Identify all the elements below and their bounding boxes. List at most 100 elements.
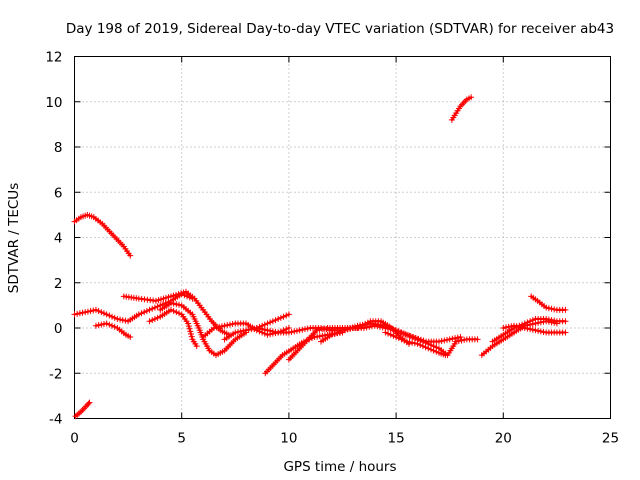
data-point — [269, 318, 276, 325]
data-point — [167, 293, 174, 300]
y-tick-label: 4 — [54, 231, 63, 247]
data-point — [188, 333, 195, 340]
data-point — [127, 252, 134, 259]
data-point — [245, 326, 252, 333]
data-point — [420, 337, 427, 344]
data-point — [339, 328, 346, 335]
data-point — [193, 343, 200, 350]
data-point — [98, 309, 105, 316]
data-point — [562, 306, 569, 313]
data-point — [261, 321, 268, 328]
data-point — [524, 325, 531, 332]
data-point — [458, 337, 465, 344]
data-point — [545, 316, 552, 323]
data-point — [154, 303, 161, 310]
data-point — [382, 329, 389, 336]
data-point — [399, 330, 406, 337]
data-point — [149, 305, 156, 312]
data-point — [175, 291, 182, 298]
data-point — [511, 322, 518, 329]
y-tick-label: 12 — [45, 50, 62, 66]
data-point — [87, 308, 94, 315]
data-point — [430, 347, 437, 354]
data-point — [444, 336, 451, 343]
data-point — [122, 317, 129, 324]
data-point — [407, 333, 414, 340]
x-tick-labels: 0 5 10 15 20 25 — [70, 431, 619, 447]
series-arc-3 — [448, 94, 475, 123]
series-markers — [71, 211, 134, 259]
data-point — [141, 309, 148, 316]
data-point — [508, 323, 515, 330]
series-markers — [157, 300, 250, 359]
series-arc-18 — [500, 322, 569, 336]
data-point — [389, 326, 396, 333]
data-point — [299, 326, 306, 333]
data-point — [474, 336, 481, 343]
series-arc-14 — [318, 320, 464, 345]
data-point — [446, 336, 453, 343]
data-point — [411, 340, 418, 347]
data-point — [527, 326, 534, 333]
data-point — [167, 306, 174, 313]
data-point — [170, 292, 177, 299]
data-point — [170, 300, 177, 307]
data-point — [410, 334, 417, 341]
data-point — [237, 328, 244, 335]
series-markers — [528, 293, 569, 313]
data-point — [313, 327, 320, 334]
data-point — [331, 330, 338, 337]
data-point — [176, 310, 183, 317]
data-point — [267, 327, 274, 334]
y-tick-label: 0 — [54, 321, 63, 337]
data-point — [177, 290, 184, 297]
data-point — [106, 312, 113, 319]
data-point — [385, 330, 392, 337]
data-point — [502, 324, 509, 331]
series-markers — [72, 399, 93, 420]
data-point — [452, 335, 459, 342]
data-point — [288, 328, 295, 335]
data-point — [438, 338, 445, 345]
data-point — [397, 329, 404, 336]
data-point — [114, 315, 121, 322]
data-point — [172, 291, 179, 298]
data-point — [79, 309, 86, 316]
data-point — [417, 336, 424, 343]
data-point — [293, 327, 300, 334]
data-point — [468, 94, 475, 101]
data-point — [351, 323, 358, 330]
series-markers — [500, 322, 569, 336]
data-point — [151, 304, 158, 311]
data-point — [146, 306, 153, 313]
data-point — [529, 326, 536, 333]
series-arc-15 — [382, 329, 449, 359]
data-point — [149, 317, 156, 324]
data-point — [457, 334, 464, 341]
data-point — [259, 326, 266, 333]
data-point — [146, 318, 153, 325]
data-point — [304, 325, 311, 332]
data-point — [106, 321, 113, 328]
series-arc-1 — [71, 211, 134, 259]
data-point — [272, 328, 279, 335]
data-point — [243, 327, 250, 334]
data-point — [162, 294, 169, 301]
data-point — [360, 325, 367, 331]
data-point — [548, 317, 555, 324]
data-point — [409, 339, 416, 346]
data-point — [160, 295, 167, 302]
data-point — [95, 322, 102, 329]
data-point — [272, 317, 279, 324]
data-point — [229, 321, 236, 328]
data-point — [387, 331, 394, 338]
data-point — [415, 335, 422, 342]
data-point — [285, 329, 292, 336]
data-point — [109, 322, 116, 329]
y-axis-label: SDTVAR / TECUs — [6, 183, 22, 293]
data-point — [187, 331, 194, 338]
data-point — [419, 343, 426, 350]
data-point — [170, 308, 177, 315]
